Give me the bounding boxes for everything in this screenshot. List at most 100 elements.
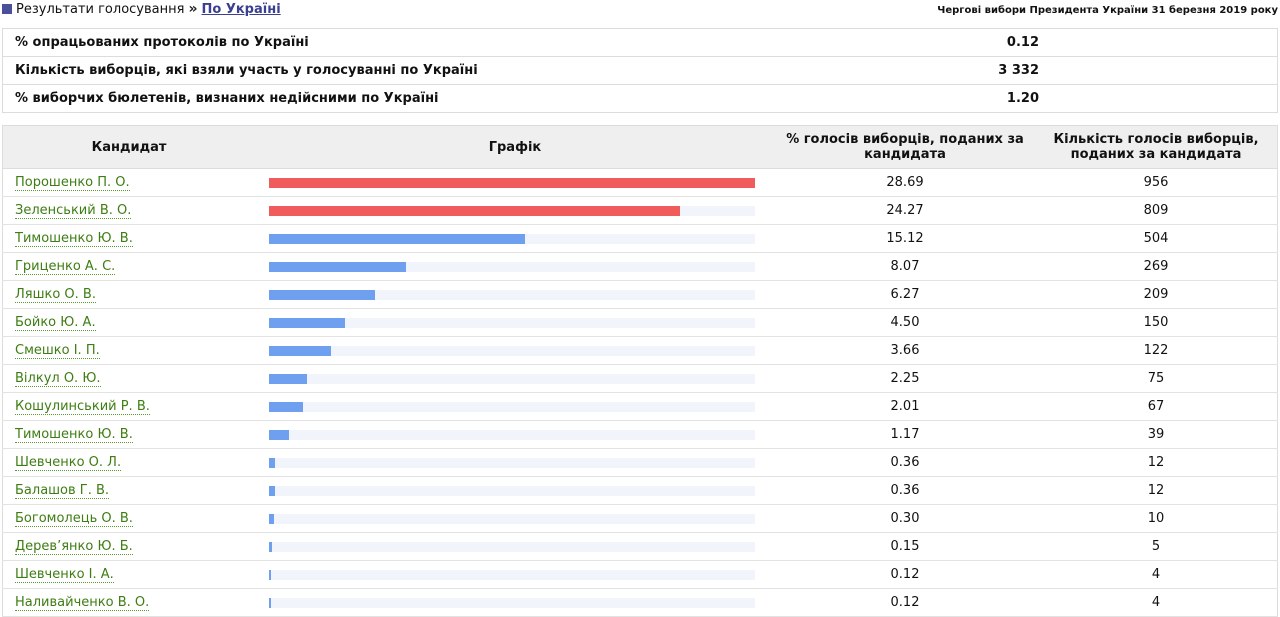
candidate-cell: Ляшко О. В.	[2, 280, 255, 309]
bar-track	[269, 513, 755, 524]
candidate-cell: Балашов Г. В.	[2, 476, 255, 505]
chart-cell	[255, 420, 775, 449]
chart-cell	[255, 588, 775, 617]
table-row: Балашов Г. В. 0.36 12	[2, 476, 1278, 505]
chart-cell	[255, 504, 775, 533]
chart-cell	[255, 476, 775, 505]
votes-value: 269	[1035, 252, 1278, 281]
bar-track	[269, 261, 755, 272]
candidate-cell: Кошулинський Р. В.	[2, 392, 255, 421]
percent-value: 0.36	[775, 476, 1035, 505]
candidate-cell: Шевченко І. А.	[2, 560, 255, 589]
table-row: Порошенко П. О. 28.69 956	[2, 168, 1278, 197]
bar-track	[269, 541, 755, 552]
votes-value: 122	[1035, 336, 1278, 365]
votes-value: 10	[1035, 504, 1278, 533]
candidate-cell: Дерев’янко Ю. Б.	[2, 532, 255, 561]
header-votes: Кількість голосів виборців, поданих за к…	[1035, 125, 1278, 169]
header-percent: % голосів виборців, поданих за кандидата	[775, 125, 1035, 169]
candidate-link[interactable]: Тимошенко Ю. В.	[15, 231, 133, 247]
table-row: Тимошенко Ю. В. 1.17 39	[2, 420, 1278, 449]
summary-table: % опрацьованих протоколів по Україні 0.12…	[2, 28, 1278, 113]
bar-fill	[269, 205, 681, 216]
results-table: Кандидат Графік % голосів виборців, пода…	[2, 125, 1278, 617]
candidate-cell: Шевченко О. Л.	[2, 448, 255, 477]
candidate-link[interactable]: Гриценко А. С.	[15, 259, 116, 275]
candidate-link[interactable]: Кошулинський Р. В.	[15, 399, 150, 415]
summary-label: % опрацьованих протоколів по Україні	[2, 28, 997, 57]
votes-value: 504	[1035, 224, 1278, 253]
table-row: Гриценко А. С. 8.07 269	[2, 252, 1278, 281]
bar-track	[269, 597, 755, 608]
square-bullet-icon	[2, 4, 12, 14]
votes-value: 67	[1035, 392, 1278, 421]
votes-value: 209	[1035, 280, 1278, 309]
chart-cell	[255, 224, 775, 253]
summary-row: % виборчих бюлетенів, визнаних недійсним…	[3, 85, 1278, 113]
table-row: Шевченко О. Л. 0.36 12	[2, 448, 1278, 477]
candidate-link[interactable]: Порошенко П. О.	[15, 175, 130, 191]
candidate-link[interactable]: Зеленський В. О.	[15, 203, 132, 219]
chart-cell	[255, 448, 775, 477]
bar-track	[269, 569, 755, 580]
bar-fill	[269, 345, 331, 356]
breadcrumb-current-link[interactable]: По Україні	[201, 1, 281, 17]
top-bar: Результати голосування » По Україні Черг…	[0, 0, 1280, 22]
candidate-link[interactable]: Тимошенко Ю. В.	[15, 427, 133, 443]
votes-value: 150	[1035, 308, 1278, 337]
candidate-cell: Гриценко А. С.	[2, 252, 255, 281]
chart-cell	[255, 392, 775, 421]
percent-value: 2.25	[775, 364, 1035, 393]
summary-value-cell: 1.20	[997, 85, 1278, 113]
summary-label: Кількість виборців, які взяли участь у г…	[2, 56, 997, 85]
bar-track	[269, 457, 755, 468]
candidate-cell: Богомолець О. В.	[2, 504, 255, 533]
header-candidate: Кандидат	[2, 125, 255, 169]
votes-value: 12	[1035, 476, 1278, 505]
candidate-cell: Смешко І. П.	[2, 336, 255, 365]
candidate-link[interactable]: Шевченко І. А.	[15, 567, 114, 583]
votes-value: 12	[1035, 448, 1278, 477]
election-title: Чергові вибори Президента України 31 бер…	[937, 5, 1278, 16]
bar-track	[269, 289, 755, 300]
bar-fill	[269, 429, 289, 440]
chart-cell	[255, 308, 775, 337]
percent-value: 6.27	[775, 280, 1035, 309]
percent-value: 0.30	[775, 504, 1035, 533]
bar-fill	[269, 289, 376, 300]
votes-value: 809	[1035, 196, 1278, 225]
chart-cell	[255, 280, 775, 309]
candidate-link[interactable]: Ляшко О. В.	[15, 287, 96, 303]
summary-row: % опрацьованих протоколів по Україні 0.12	[2, 28, 1278, 57]
candidate-link[interactable]: Шевченко О. Л.	[15, 455, 122, 471]
candidate-cell: Тимошенко Ю. В.	[2, 224, 255, 253]
candidate-link[interactable]: Балашов Г. В.	[15, 483, 110, 499]
votes-value: 4	[1035, 560, 1278, 589]
header-chart: Графік	[255, 125, 775, 169]
percent-value: 0.36	[775, 448, 1035, 477]
summary-value: 0.12	[1006, 35, 1039, 50]
candidate-link[interactable]: Смешко І. П.	[15, 343, 100, 359]
bar-fill	[269, 569, 272, 580]
candidate-link[interactable]: Вілкул О. Ю.	[15, 371, 101, 387]
chart-cell	[255, 364, 775, 393]
summary-value: 1.20	[1006, 91, 1039, 106]
candidate-cell: Наливайченко В. О.	[2, 588, 255, 617]
percent-value: 3.66	[775, 336, 1035, 365]
bar-track	[269, 429, 755, 440]
percent-value: 28.69	[775, 168, 1035, 197]
bar-fill	[269, 261, 406, 272]
candidate-link[interactable]: Дерев’янко Ю. Б.	[15, 539, 133, 555]
bar-fill	[269, 457, 276, 468]
candidate-link[interactable]: Бойко Ю. А.	[15, 315, 96, 331]
candidate-link[interactable]: Наливайченко В. О.	[15, 595, 150, 611]
bar-track	[269, 373, 755, 384]
percent-value: 15.12	[775, 224, 1035, 253]
percent-value: 0.12	[775, 588, 1035, 617]
breadcrumb-root: Результати голосування	[16, 1, 185, 17]
candidate-link[interactable]: Богомолець О. В.	[15, 511, 133, 527]
summary-row: Кількість виборців, які взяли участь у г…	[2, 56, 1278, 85]
votes-value: 39	[1035, 420, 1278, 449]
table-row: Вілкул О. Ю. 2.25 75	[2, 364, 1278, 393]
summary-label: % виборчих бюлетенів, визнаних недійсним…	[15, 91, 439, 106]
